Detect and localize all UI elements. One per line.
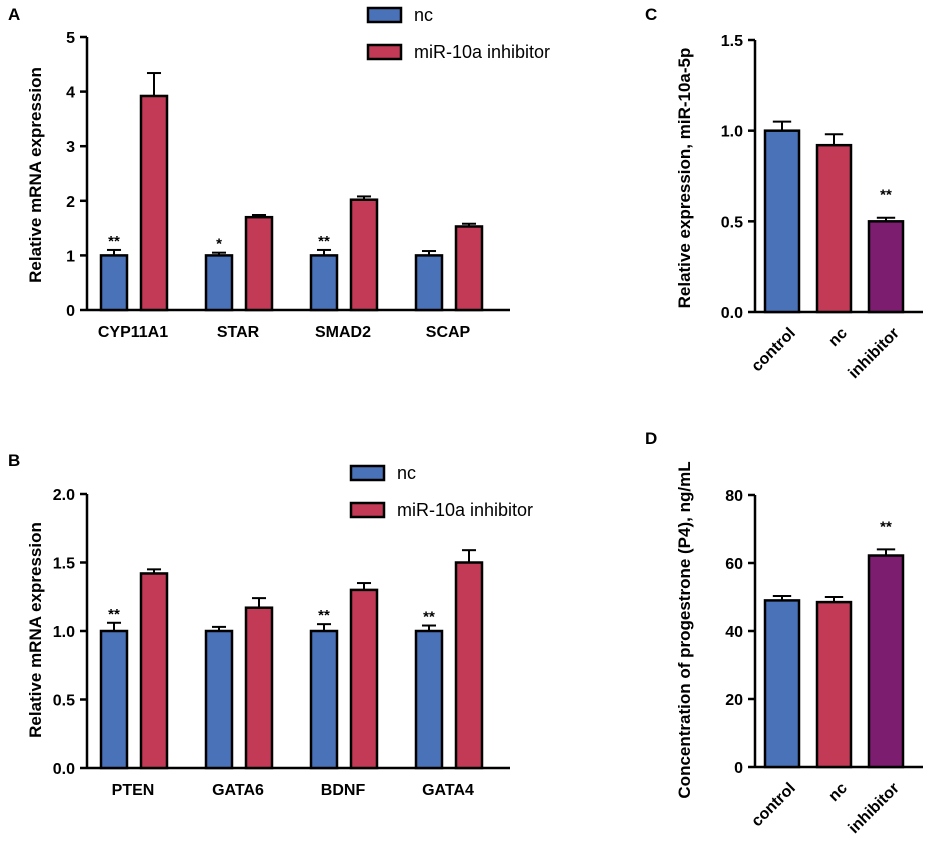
y-tick-label: 5 (66, 30, 75, 47)
x-category-label: BDNF (321, 782, 366, 799)
legend-swatch-inhibitor (366, 43, 403, 61)
x-category-label: PTEN (112, 782, 155, 799)
y-tick-label: 2.0 (53, 487, 75, 504)
significance-marker: ** (108, 606, 120, 623)
x-category-label: GATA4 (422, 782, 474, 799)
bar-inhibitor-bdnf (349, 588, 379, 770)
y-tick-label: 0 (734, 760, 743, 777)
x-category-label: CYP11A1 (98, 324, 168, 341)
legend-label-nc: nc (414, 5, 433, 25)
significance-marker: * (216, 236, 222, 253)
panel-b: B 0.0 0.5 1.0 1.5 2.0 Relative mRNA expression… (8, 451, 533, 799)
bar-inhibitor-scap (454, 225, 484, 312)
panel-label: C (645, 5, 657, 24)
significance-marker: ** (318, 607, 330, 624)
panel-label: A (8, 5, 20, 24)
bar-nc-star (204, 254, 234, 312)
y-tick-label: 0.0 (721, 305, 743, 322)
bar-inhibitor (867, 220, 905, 314)
y-axis-label: Relative expression, miR-10a-5p (675, 48, 694, 309)
x-category-label: inhibitor (846, 780, 903, 837)
bar-control (763, 599, 801, 769)
y-tick-label: 0 (66, 303, 75, 320)
panel-c: C 0.0 0.5 1.0 1.5 Relative expression, miR-10… (645, 5, 923, 382)
panel-d: D 0 20 40 60 80 Concentration of progestrone (… (645, 429, 923, 837)
bar-nc-pten (99, 629, 129, 770)
bar-inhibitor-cyp11a1 (139, 94, 169, 312)
y-tick-label: 1 (66, 248, 75, 265)
x-category-label: SCAP (426, 324, 471, 341)
bar-inhibitor (867, 554, 905, 769)
legend-swatch-inhibitor (349, 501, 386, 519)
legend-label-inhibitor: miR-10a inhibitor (397, 500, 533, 520)
bar-nc-gata4 (414, 629, 444, 770)
legend-swatch-nc (366, 6, 403, 24)
y-axis-label: Relative mRNA expression (26, 67, 45, 283)
bar-control (763, 129, 801, 314)
legend-swatch-nc (349, 464, 386, 482)
bar-nc (815, 143, 853, 314)
bar-nc (815, 600, 853, 769)
y-tick-label: 4 (66, 85, 75, 102)
x-category-label: GATA6 (212, 782, 264, 799)
bar-nc-smad2 (309, 254, 339, 312)
y-axis-label: Relative mRNA expression (26, 522, 45, 738)
y-tick-label: 1.5 (721, 33, 743, 50)
x-category-label: control (748, 780, 798, 830)
bar-nc-bdnf (309, 629, 339, 770)
legend-label-nc: nc (397, 463, 416, 483)
significance-marker: ** (108, 233, 120, 250)
x-category-label: inhibitor (846, 325, 903, 382)
bar-inhibitor-gata6 (244, 606, 274, 770)
significance-marker: ** (318, 233, 330, 250)
y-tick-label: 80 (725, 488, 743, 505)
panel-label: D (645, 429, 657, 448)
x-category-label: STAR (217, 324, 260, 341)
y-tick-label: 1.0 (721, 124, 743, 141)
y-tick-label: 20 (725, 692, 743, 709)
y-tick-label: 0.5 (53, 693, 75, 710)
significance-marker: ** (423, 609, 435, 626)
y-tick-label: 60 (725, 556, 743, 573)
y-tick-label: 0.0 (53, 761, 75, 778)
bar-nc-gata6 (204, 629, 234, 770)
y-tick-label: 1.0 (53, 624, 75, 641)
y-axis-label: Concentration of progestrone (P4), ng/mL (675, 461, 694, 798)
significance-marker: ** (880, 187, 892, 204)
x-category-label: control (748, 325, 798, 375)
y-tick-label: 0.5 (721, 214, 743, 231)
y-tick-label: 1.5 (53, 556, 75, 573)
y-tick-label: 40 (725, 624, 743, 641)
x-category-label: nc (826, 780, 851, 805)
panel-label: B (8, 451, 20, 470)
significance-marker: ** (880, 518, 892, 535)
bar-nc-cyp11a1 (99, 254, 129, 312)
y-tick-label: 2 (66, 194, 75, 211)
x-category-label: SMAD2 (315, 324, 371, 341)
bar-inhibitor-gata4 (454, 561, 484, 770)
bar-inhibitor-smad2 (349, 198, 379, 312)
bar-inhibitor-pten (139, 572, 169, 770)
y-tick-label: 3 (66, 139, 75, 156)
legend-label-inhibitor: miR-10a inhibitor (414, 42, 550, 62)
x-category-label: nc (826, 325, 851, 350)
bar-nc-scap (414, 254, 444, 312)
bar-inhibitor-star (244, 215, 274, 312)
